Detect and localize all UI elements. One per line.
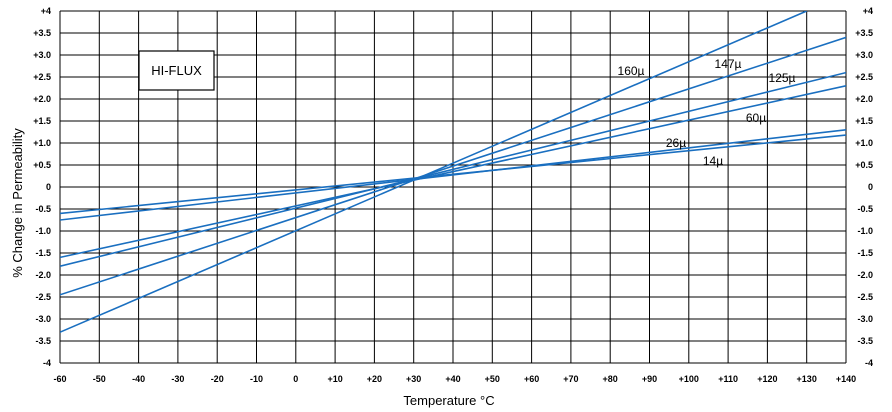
- y-tick-label-right: -1.0: [857, 226, 873, 236]
- x-tick-label: +50: [485, 374, 500, 384]
- y-tick-label-right: -0.5: [857, 204, 873, 214]
- y-tick-label-left: +2.5: [33, 72, 51, 82]
- y-tick-label-left: -3.5: [35, 336, 51, 346]
- note-box: HI-FLUX: [138, 50, 215, 91]
- x-tick-label: +120: [757, 374, 777, 384]
- x-tick-label: -40: [132, 374, 145, 384]
- series-line-5: [60, 134, 846, 215]
- x-tick-label: +80: [603, 374, 618, 384]
- y-tick-label-right: 0: [868, 182, 873, 192]
- y-tick-label-right: -2.0: [857, 270, 873, 280]
- series-line-1: [60, 36, 846, 296]
- y-tick-label-left: +2.0: [33, 94, 51, 104]
- x-tick-label: +40: [445, 374, 460, 384]
- series-label-4: 26µ: [666, 136, 686, 150]
- y-tick-label-right: +1.5: [855, 116, 873, 126]
- series-labels: 160µ 147µ 125µ 60µ 26µ 14µ: [618, 57, 796, 168]
- y-tick-label-right: +0.5: [855, 160, 873, 170]
- series-line-3: [60, 85, 846, 259]
- series-label-3: 60µ: [746, 111, 766, 125]
- y-tick-label-left: +1.5: [33, 116, 51, 126]
- y-tick-label-right: -1.5: [857, 248, 873, 258]
- x-tick-label: 0: [293, 374, 298, 384]
- series-label-1: 147µ: [715, 57, 742, 71]
- y-tick-label-right: -3.0: [857, 314, 873, 324]
- y-tick-label-left: +3.0: [33, 50, 51, 60]
- y-tick-label-left: -0.5: [35, 204, 51, 214]
- x-tick-label: -10: [250, 374, 263, 384]
- grid: [59, 10, 847, 364]
- y-tick-label-right: +2.0: [855, 94, 873, 104]
- y-tick-label-left: +1.0: [33, 138, 51, 148]
- x-tick-label: -60: [53, 374, 66, 384]
- y-axis-title: % Change in Permeability: [10, 128, 25, 278]
- y-tick-label-left: -4: [43, 358, 51, 368]
- y-tick-label-left: -2.0: [35, 270, 51, 280]
- y-tick-labels-left: +4 +3.5 +3.0 +2.5 +2.0 +1.5 +1.0 +0.5 0 -0.5 -1.0 -…: [33, 6, 51, 368]
- y-tick-labels-right: +4 +3.5 +3.0 +2.5 +2.0 +1.5 +1.0 +0.5 0 -0.5 -1.0 -…: [855, 6, 873, 368]
- x-tick-label: +60: [524, 374, 539, 384]
- y-tick-label-left: -3.0: [35, 314, 51, 324]
- x-tick-label: +90: [642, 374, 657, 384]
- series-line-0: [60, 11, 808, 333]
- y-tick-label-right: +1.0: [855, 138, 873, 148]
- x-tick-label: +110: [718, 374, 738, 384]
- x-tick-label: +10: [327, 374, 342, 384]
- note-label: HI-FLUX: [151, 63, 202, 78]
- y-tick-label-right: -4: [865, 358, 873, 368]
- y-tick-label-left: -1.0: [35, 226, 51, 236]
- x-tick-label: -30: [171, 374, 184, 384]
- y-tick-label-left: -2.5: [35, 292, 51, 302]
- y-tick-label-left: 0: [46, 182, 51, 192]
- series-line-2: [60, 71, 846, 267]
- y-tick-label-left: +4: [41, 6, 51, 16]
- x-tick-label: +20: [367, 374, 382, 384]
- note-box-frame: [138, 50, 215, 91]
- y-tick-label-left: +3.5: [33, 28, 51, 38]
- y-tick-label-right: +2.5: [855, 72, 873, 82]
- x-tick-labels: -60 -50 -40 -30 -20 -10 0 +10 +20 +30 +40 +50 +60 +70…: [53, 374, 856, 384]
- x-axis-title: Temperature °C: [403, 393, 494, 408]
- x-tick-label: -50: [93, 374, 106, 384]
- y-tick-label-right: -2.5: [857, 292, 873, 302]
- series-label-2: 125µ: [769, 71, 796, 85]
- x-tick-label: +140: [836, 374, 856, 384]
- y-tick-label-right: +3.5: [855, 28, 873, 38]
- series-lines: [60, 11, 846, 333]
- y-tick-label-left: +0.5: [33, 160, 51, 170]
- y-tick-label-right: +3.0: [855, 50, 873, 60]
- series-label-5: 14µ: [703, 154, 723, 168]
- x-tick-label: +70: [563, 374, 578, 384]
- y-tick-label-left: -1.5: [35, 248, 51, 258]
- x-tick-label: +30: [406, 374, 421, 384]
- y-tick-label-right: -3.5: [857, 336, 873, 346]
- y-tick-label-right: +4: [863, 6, 873, 16]
- x-tick-label: +130: [797, 374, 817, 384]
- x-tick-label: +100: [679, 374, 699, 384]
- series-label-0: 160µ: [618, 64, 645, 78]
- x-tick-label: -20: [211, 374, 224, 384]
